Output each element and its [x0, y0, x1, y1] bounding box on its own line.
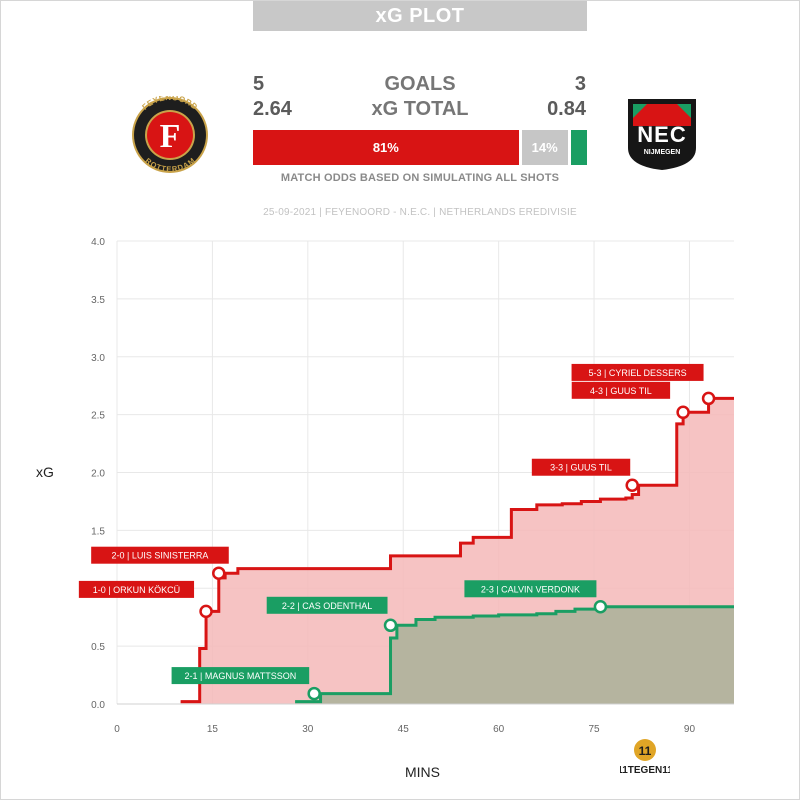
svg-text:11: 11 [639, 744, 652, 758]
y-tick-label: 1.5 [91, 526, 105, 537]
goal-label-box [571, 363, 704, 381]
goal-marker [307, 686, 321, 701]
goal-marker [199, 604, 213, 619]
svg-text:NEC: NEC [637, 122, 686, 147]
y-tick-label: 0.5 [91, 642, 105, 653]
goal-label: 4-3 | GUUS TIL [590, 386, 652, 396]
x-tick-label: 90 [684, 724, 696, 735]
x-tick-label: 60 [493, 724, 505, 735]
home-goals: 5 [253, 73, 265, 95]
feyenoord-logo: F FEYENOORD ROTTERDAM [132, 96, 208, 174]
x-tick-label: 45 [398, 724, 410, 735]
y-tick-label: 2.0 [91, 469, 105, 480]
goal-label: 3-3 | GUUS TIL [550, 463, 612, 473]
goal-label: 2-3 | CALVIN VERDONK [481, 584, 580, 594]
goal-label-box [531, 458, 631, 476]
away-xg-area [295, 606, 734, 704]
goal-label-box [464, 580, 597, 598]
11-icon [634, 739, 656, 761]
odds-bar-away [570, 130, 587, 165]
away-goals: 3 [574, 73, 586, 95]
goal-label-box [571, 381, 671, 399]
odds-bar-home: 81% [253, 130, 519, 165]
svg-text:F: F [160, 118, 181, 155]
goal-marker [383, 618, 398, 633]
away-xg-total: 0.84 [547, 98, 586, 120]
away-xg-line [295, 605, 734, 704]
xg-total-label: xG TOTAL [371, 98, 469, 120]
goal-marker [676, 405, 690, 420]
goals-label: GOALS [384, 73, 456, 95]
odds-bar-draw: 14% [521, 130, 568, 165]
x-axis-label: MINS [405, 764, 440, 780]
goal-label-box [266, 596, 388, 614]
goal-label: 1-0 | ORKUN KÖKCÜ [93, 585, 180, 595]
goal-marker [212, 566, 226, 580]
goal-label: 5-3 | CYRIEL DESSERS [589, 368, 687, 378]
goal-marker [701, 391, 716, 406]
y-tick-label: 3.5 [91, 295, 105, 306]
goal-label-box [171, 667, 310, 685]
goal-label-box [78, 580, 195, 598]
goal-marker [625, 478, 639, 492]
y-tick-label: 0.0 [91, 700, 105, 711]
nec-logo: NEC NIJMEGEN [628, 99, 696, 170]
x-tick-label: 75 [588, 724, 600, 735]
x-tick-label: 15 [207, 724, 219, 735]
odds-caption: MATCH ODDS BASED ON SIMULATING ALL SHOTS [280, 172, 560, 184]
match-info: 25-09-2021 | FEYENOORD - N.E.C. | NETHER… [263, 207, 577, 218]
x-tick-label: 30 [302, 724, 314, 735]
y-tick-label: 3.0 [91, 353, 105, 364]
goal-label: 2-1 | MAGNUS MATTSSON [185, 671, 297, 681]
y-tick-label: 2.5 [91, 411, 105, 422]
svg-text:NIJMEGEN: NIJMEGEN [644, 149, 681, 156]
home-xg-total: 2.64 [253, 98, 292, 120]
goal-marker [593, 600, 608, 614]
goal-label: 2-2 | CAS ODENTHAL [282, 601, 372, 611]
x-tick-label: 0 [114, 724, 120, 735]
goal-label-box [91, 546, 229, 564]
y-axis-label: xG [36, 464, 54, 480]
y-tick-label: 4.0 [91, 237, 105, 248]
plot-title: xG PLOT [253, 1, 587, 31]
goal-label: 2-0 | LUIS SINISTERRA [112, 551, 209, 561]
